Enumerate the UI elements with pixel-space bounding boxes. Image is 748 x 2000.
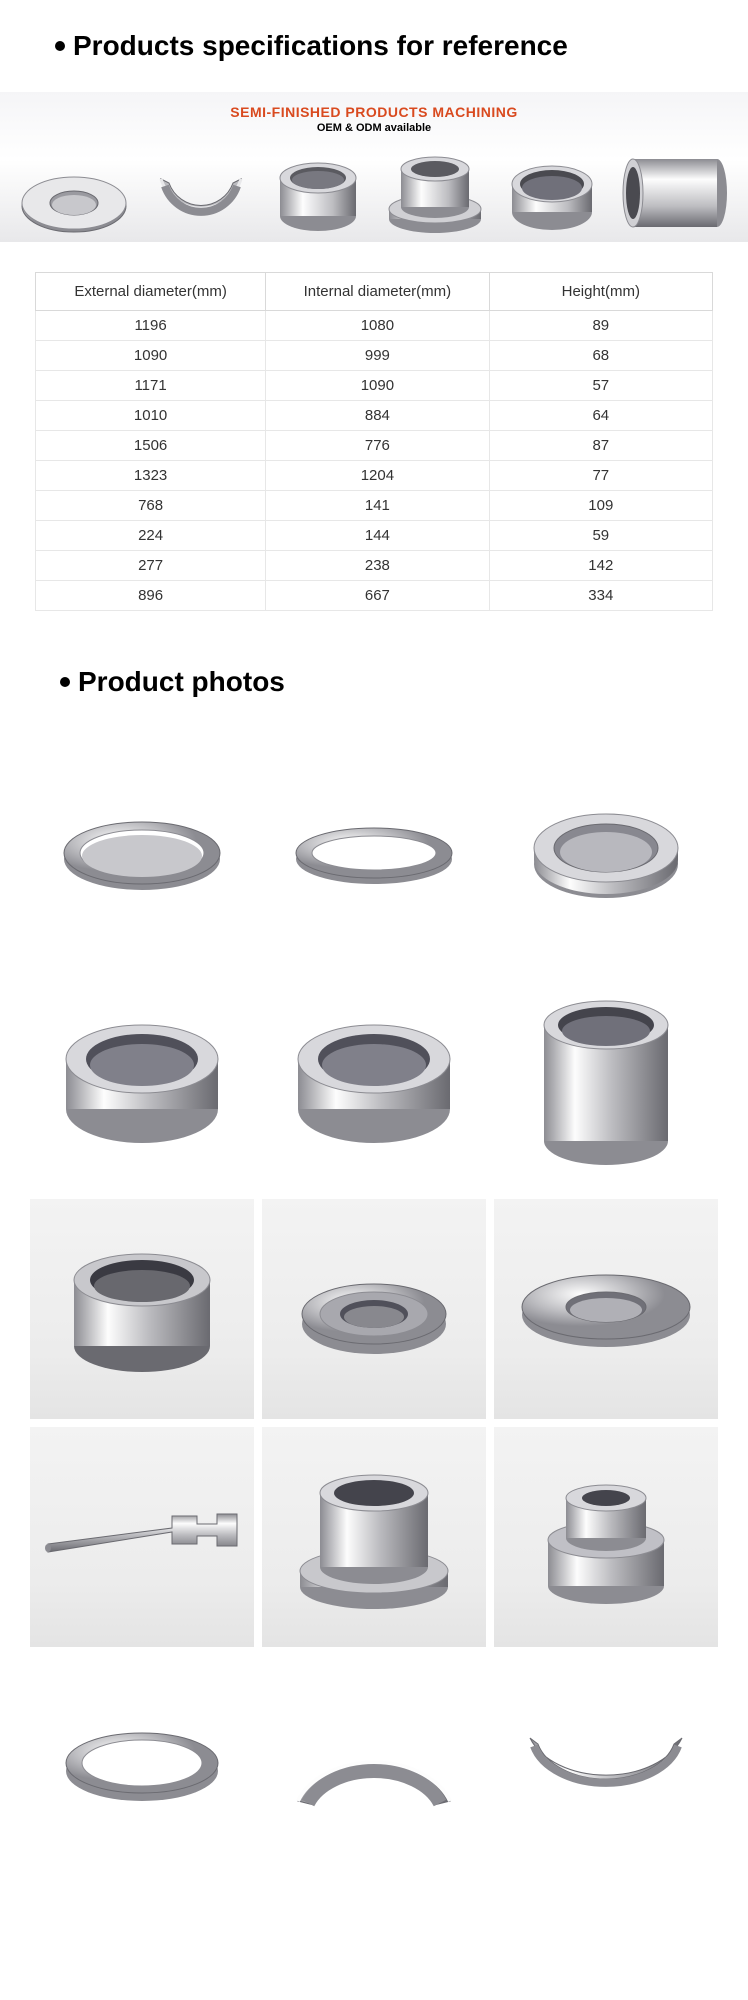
bushing-dark (30, 1199, 254, 1419)
banner-subtitle: OEM & ODM available (317, 122, 431, 134)
table-cell: 768 (36, 491, 266, 521)
table-cell: 59 (489, 521, 712, 551)
table-cell: 77 (489, 461, 712, 491)
tapered-shaft (30, 1427, 254, 1647)
table-row: 150677687 (36, 431, 713, 461)
product-banner: SEMI-FINISHED PRODUCTS MACHINING OEM & O… (0, 92, 748, 242)
table-row: 1196108089 (36, 311, 713, 341)
table-cell: 776 (266, 431, 489, 461)
bullet-icon (55, 41, 65, 51)
table-cell: 141 (266, 491, 489, 521)
ring-slim (30, 1655, 254, 1875)
table-cell: 277 (36, 551, 266, 581)
table-cell: 1506 (36, 431, 266, 461)
table-cell: 1323 (36, 461, 266, 491)
long-sleeve-icon (619, 151, 729, 236)
thin-ring-angled (30, 743, 254, 963)
specifications-heading: Products specifications for reference (0, 0, 748, 92)
table-row: 109099968 (36, 341, 713, 371)
table-row: 277238142 (36, 551, 713, 581)
thick-ring-2 (262, 971, 486, 1191)
flanged-bushing-photo (262, 1427, 486, 1647)
photos-heading: Product photos (0, 631, 748, 733)
stepped-ring (262, 1199, 486, 1419)
table-row: 1323120477 (36, 461, 713, 491)
table-row: 768141109 (36, 491, 713, 521)
table-cell: 884 (266, 401, 489, 431)
table-cell: 1204 (266, 461, 489, 491)
table-header-row: External diameter(mm) Internal diameter(… (36, 273, 713, 311)
stepped-cylinder (494, 1427, 718, 1647)
table-cell: 1196 (36, 311, 266, 341)
table-cell: 1090 (266, 371, 489, 401)
half-ring-arc-icon (151, 161, 251, 236)
table-cell: 109 (489, 491, 712, 521)
spec-table-container: External diameter(mm) Internal diameter(… (0, 242, 748, 631)
table-cell: 144 (266, 521, 489, 551)
table-cell: 224 (36, 521, 266, 551)
thick-ring-1 (30, 971, 254, 1191)
tall-sleeve (494, 971, 718, 1191)
table-row: 22414459 (36, 521, 713, 551)
col-external-diameter: External diameter(mm) (36, 273, 266, 311)
table-cell: 334 (489, 581, 712, 611)
spec-table: External diameter(mm) Internal diameter(… (35, 272, 713, 611)
table-cell: 1010 (36, 401, 266, 431)
bullet-icon (60, 677, 70, 687)
thin-ring-top (262, 743, 486, 963)
specifications-heading-text: Products specifications for reference (73, 30, 568, 62)
table-cell: 64 (489, 401, 712, 431)
photos-heading-text: Product photos (78, 666, 285, 698)
table-cell: 1080 (266, 311, 489, 341)
beveled-ring (494, 743, 718, 963)
table-row: 101088464 (36, 401, 713, 431)
banner-title: SEMI-FINISHED PRODUCTS MACHINING (230, 104, 517, 120)
flanged-bushing-icon (385, 151, 485, 236)
table-row: 896667334 (36, 581, 713, 611)
flat-washer-icon (19, 166, 129, 236)
product-photo-grid (0, 733, 748, 1905)
flat-washer-large (494, 1199, 718, 1419)
table-cell: 1171 (36, 371, 266, 401)
table-cell: 896 (36, 581, 266, 611)
col-height: Height(mm) (489, 273, 712, 311)
table-cell: 68 (489, 341, 712, 371)
open-ring-icon (507, 156, 597, 236)
half-ring-thin (494, 1655, 718, 1875)
table-cell: 999 (266, 341, 489, 371)
table-cell: 87 (489, 431, 712, 461)
table-cell: 89 (489, 311, 712, 341)
table-cell: 57 (489, 371, 712, 401)
arc-dome (262, 1655, 486, 1875)
table-row: 1171109057 (36, 371, 713, 401)
table-cell: 238 (266, 551, 489, 581)
short-bushing-icon (273, 156, 363, 236)
col-internal-diameter: Internal diameter(mm) (266, 273, 489, 311)
table-cell: 667 (266, 581, 489, 611)
banner-parts-row (0, 147, 748, 242)
table-cell: 1090 (36, 341, 266, 371)
table-cell: 142 (489, 551, 712, 581)
